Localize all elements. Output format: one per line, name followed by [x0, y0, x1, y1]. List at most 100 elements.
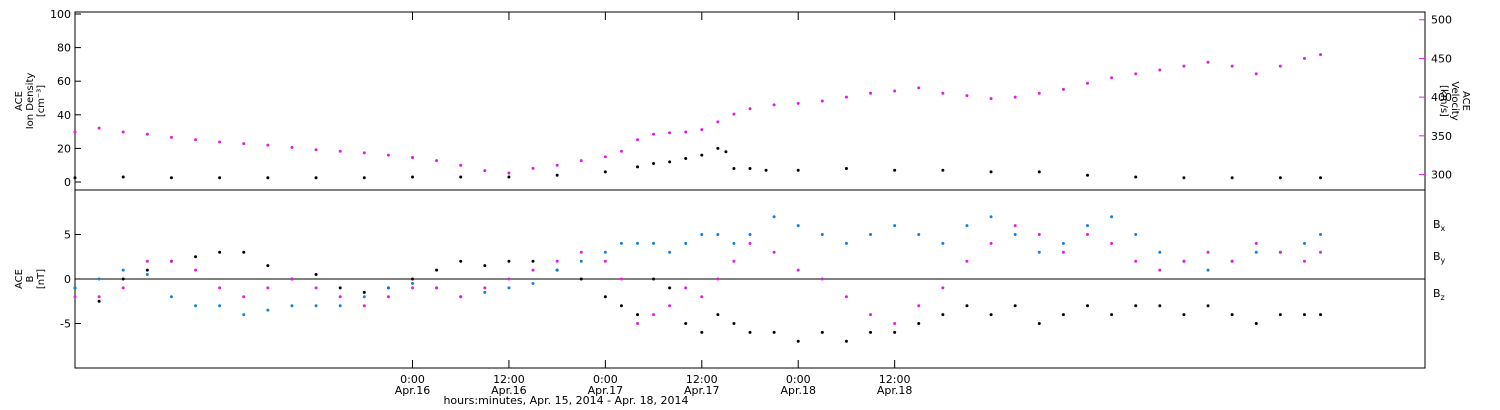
by-point — [748, 233, 752, 236]
by-point — [636, 241, 639, 245]
bz-point — [579, 250, 583, 254]
bx-point — [507, 259, 511, 263]
bx-point — [121, 277, 125, 281]
ytick-label-right: 400 — [1431, 91, 1452, 104]
velocity-point — [73, 130, 77, 134]
series-bz — [73, 224, 1323, 325]
bx-point — [820, 330, 824, 334]
bz-point — [668, 304, 672, 308]
density-point — [459, 175, 463, 179]
density-point — [636, 165, 639, 169]
velocity-point — [579, 159, 583, 163]
ylabel-left-bottom: ACE B [nT] — [14, 269, 47, 289]
density-point — [844, 167, 848, 171]
bx-point — [1182, 313, 1186, 317]
bz-point — [1086, 233, 1089, 236]
xtick-time-label: 0:00 — [786, 373, 811, 386]
bx-point — [1254, 322, 1258, 325]
bz-point — [386, 295, 390, 299]
series-bx — [73, 250, 1323, 343]
bx-point — [869, 330, 873, 334]
velocity-point — [338, 149, 342, 153]
velocity-point — [483, 169, 487, 173]
yticks-bottom-left: -5 0 5 — [60, 229, 81, 331]
bx-point — [636, 313, 639, 317]
bx-point — [603, 295, 607, 299]
xaxis-label: hours:minutes, Apr. 15, 2014 - Apr. 18, … — [443, 394, 688, 407]
by-point — [684, 241, 688, 245]
xtick-time-label: 12:00 — [879, 373, 911, 386]
by-point — [917, 233, 921, 236]
by-point — [732, 241, 736, 245]
bz-point — [194, 268, 198, 272]
bx-point — [1013, 304, 1017, 308]
by-point — [1206, 268, 1210, 272]
by-point — [218, 304, 222, 308]
bz-point — [941, 286, 945, 290]
bz-point — [531, 268, 535, 272]
velocity-point — [1037, 91, 1041, 95]
velocity-point — [1319, 53, 1323, 57]
by-point — [386, 286, 390, 290]
by-point — [796, 224, 800, 228]
by-point — [989, 215, 993, 219]
legend: Bx By Bz — [1433, 218, 1446, 302]
velocity-point — [218, 140, 222, 144]
velocity-point — [1278, 64, 1282, 68]
bz-point — [893, 322, 897, 325]
density-point — [652, 162, 656, 166]
bx-point — [145, 268, 149, 272]
density-point — [724, 150, 728, 154]
velocity-point — [555, 163, 559, 167]
density-point — [1037, 170, 1041, 174]
bx-point — [579, 277, 583, 281]
bz-point — [989, 241, 993, 245]
bx-point — [1206, 304, 1210, 308]
bz-point — [603, 259, 607, 263]
density-point — [796, 168, 800, 172]
bz-point — [796, 268, 800, 272]
bx-point — [732, 322, 736, 325]
bz-point — [869, 313, 873, 317]
velocity-point — [1302, 56, 1306, 60]
bx-point — [1110, 313, 1114, 317]
by-point — [869, 233, 873, 236]
density-point — [507, 175, 511, 179]
bz-point — [1302, 259, 1306, 263]
by-point — [820, 233, 824, 236]
velocity-point — [668, 131, 672, 135]
bx-point — [796, 339, 800, 343]
velocity-point — [1086, 81, 1089, 85]
bx-point — [194, 255, 198, 259]
ytick-label-bottom: 0 — [64, 273, 71, 286]
ytick-label-left: 20 — [57, 142, 71, 155]
density-point — [700, 153, 704, 157]
by-point — [1134, 233, 1138, 236]
velocity-point — [97, 126, 101, 130]
series-velocity — [73, 53, 1323, 175]
bz-point — [338, 295, 342, 299]
by-point — [314, 304, 318, 308]
bz-point — [362, 304, 366, 308]
density-point — [555, 173, 559, 177]
density-point — [893, 168, 897, 172]
by-point — [121, 268, 125, 272]
bx-point — [1037, 322, 1041, 325]
bz-point — [145, 259, 149, 263]
by-point — [169, 295, 173, 299]
series-density — [73, 146, 1323, 180]
velocity-point — [636, 138, 639, 142]
velocity-point — [1110, 76, 1114, 80]
velocity-point — [796, 101, 800, 105]
velocity-point — [314, 148, 318, 152]
by-point — [1158, 250, 1162, 254]
by-point — [531, 281, 535, 285]
velocity-point — [386, 153, 390, 157]
bx-point — [1319, 313, 1323, 317]
velocity-point — [1158, 68, 1162, 72]
density-point — [941, 168, 945, 172]
ylabel-left-bottom-line3: [nT] — [36, 269, 47, 289]
ytick-label-right: 450 — [1431, 52, 1452, 65]
density-point — [73, 176, 77, 180]
